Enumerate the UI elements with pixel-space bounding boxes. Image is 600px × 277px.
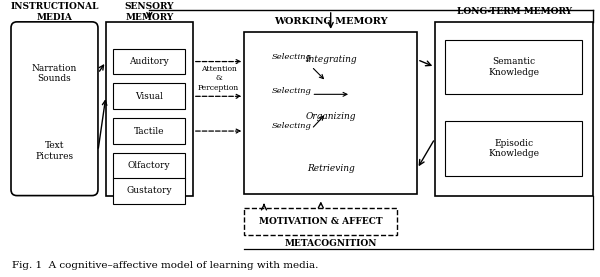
Bar xyxy=(244,32,417,194)
Text: MOTIVATION & AFFECT: MOTIVATION & AFFECT xyxy=(259,217,383,226)
Text: Tactile: Tactile xyxy=(134,127,164,135)
Text: Retrieving: Retrieving xyxy=(307,164,355,173)
Text: Selecting: Selecting xyxy=(272,87,312,95)
Text: SENSORY
MEMORY: SENSORY MEMORY xyxy=(125,2,174,22)
Bar xyxy=(445,121,582,176)
Text: WORKING MEMORY: WORKING MEMORY xyxy=(274,17,388,26)
Text: Visual: Visual xyxy=(135,92,163,101)
Text: Organizing: Organizing xyxy=(305,112,356,121)
Bar xyxy=(113,153,185,179)
Text: Episodic
Knowledge: Episodic Knowledge xyxy=(488,139,539,158)
Text: Text
Pictures: Text Pictures xyxy=(35,141,74,161)
Text: Semantic
Knowledge: Semantic Knowledge xyxy=(488,57,539,77)
Bar xyxy=(113,49,185,75)
Bar xyxy=(445,40,582,94)
Text: Attention
&
Perception: Attention & Perception xyxy=(198,65,239,92)
Text: INSTRUCTIONAL
MEDIA: INSTRUCTIONAL MEDIA xyxy=(10,2,99,22)
Bar xyxy=(113,83,185,109)
Text: Selecting: Selecting xyxy=(272,122,312,130)
Text: Auditory: Auditory xyxy=(129,57,169,66)
Bar xyxy=(106,22,193,196)
Text: LONG-TERM MEMORY: LONG-TERM MEMORY xyxy=(457,7,572,16)
Text: Gustatory: Gustatory xyxy=(126,186,172,195)
Text: Olfactory: Olfactory xyxy=(128,161,170,170)
Bar xyxy=(113,178,185,204)
Text: Integrating: Integrating xyxy=(305,55,356,64)
Text: METACOGNITION: METACOGNITION xyxy=(284,239,377,248)
Text: Narration
Sounds: Narration Sounds xyxy=(32,64,77,83)
Bar xyxy=(244,207,397,235)
Bar xyxy=(435,22,593,196)
Text: Fig. 1  A cognitive–affective model of learning with media.: Fig. 1 A cognitive–affective model of le… xyxy=(12,261,319,270)
Bar xyxy=(113,118,185,144)
Text: Selecting: Selecting xyxy=(272,53,312,61)
FancyBboxPatch shape xyxy=(11,22,98,196)
